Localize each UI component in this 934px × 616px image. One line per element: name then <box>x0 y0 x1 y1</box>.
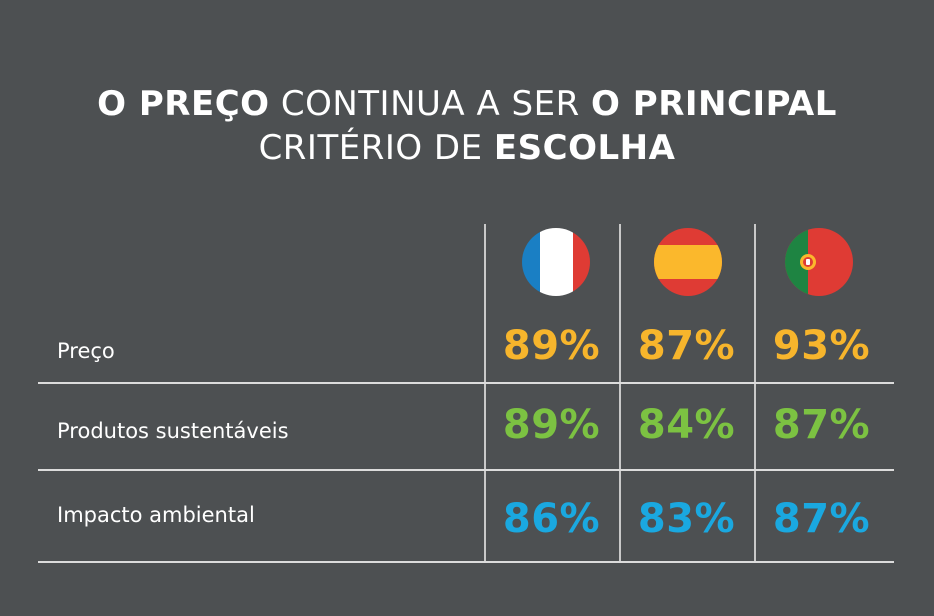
title-fragment: ESCOLHA <box>493 128 676 168</box>
spain-flag-icon <box>654 228 722 296</box>
value-price-france: 89% <box>502 323 601 369</box>
page-title: O PREÇO CONTINUA A SER O PRINCIPAL CRITÉ… <box>0 82 934 170</box>
row-divider <box>38 561 894 563</box>
value-price-portugal: 93% <box>772 323 871 369</box>
value-sustainable-spain: 84% <box>637 402 736 448</box>
title-line-2: CRITÉRIO DE ESCOLHA <box>0 126 934 170</box>
value-sustainable-portugal: 87% <box>772 402 871 448</box>
france-flag-icon <box>522 228 590 296</box>
row-divider <box>38 469 894 471</box>
column-divider <box>619 224 621 562</box>
value-sustainable-france: 89% <box>502 402 601 448</box>
portugal-flag-icon <box>785 228 853 296</box>
value-environment-portugal: 87% <box>772 496 871 542</box>
row-label-environmental-impact: Impacto ambiental <box>57 503 255 527</box>
title-line-1: O PREÇO CONTINUA A SER O PRINCIPAL <box>0 82 934 126</box>
value-environment-spain: 83% <box>637 496 736 542</box>
value-price-spain: 87% <box>637 323 736 369</box>
row-divider <box>38 382 894 384</box>
column-divider <box>484 224 486 562</box>
column-divider <box>754 224 756 562</box>
title-fragment: CRITÉRIO DE <box>258 128 494 168</box>
value-environment-france: 86% <box>502 496 601 542</box>
title-fragment: O PRINCIPAL <box>591 84 837 124</box>
title-fragment: O PREÇO <box>97 84 270 124</box>
row-label-price: Preço <box>57 339 115 363</box>
title-fragment: CONTINUA A SER <box>269 84 592 124</box>
row-label-sustainable-products: Produtos sustentáveis <box>57 419 289 443</box>
